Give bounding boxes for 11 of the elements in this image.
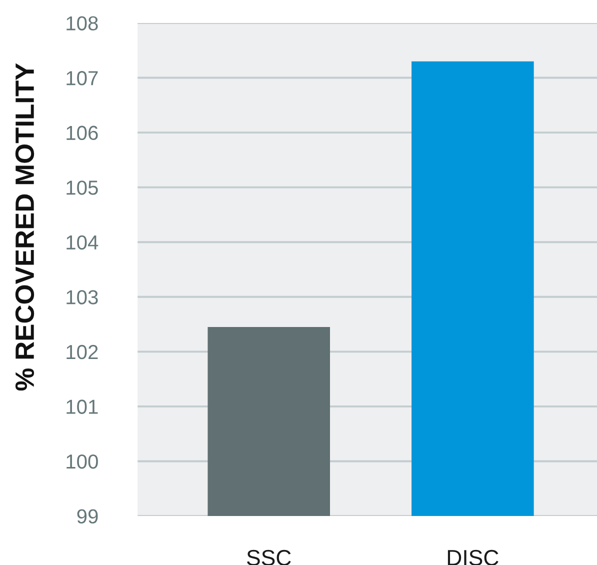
y-tick-label: 101 [66,400,98,414]
y-tick-label: 106 [66,126,98,140]
y-axis-title: % RECOVERED MOTILITY [15,63,34,391]
y-tick-label: 107 [66,71,98,86]
y-tick-label: 105 [66,180,98,195]
y-tick-label: 102 [66,344,98,360]
y-tick-label: 108 [66,16,98,30]
y-tick-label: 103 [66,290,98,304]
y-tick-label: 99 [77,509,98,524]
y-tick-label: 100 [66,454,98,469]
y-tick-label: 104 [66,235,98,250]
